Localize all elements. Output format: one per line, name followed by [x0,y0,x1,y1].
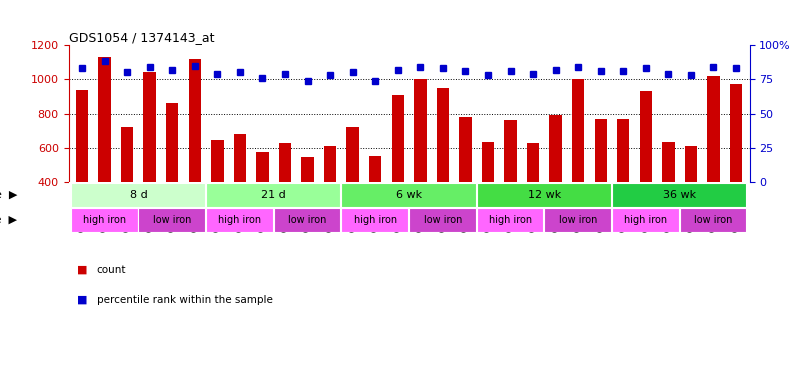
Bar [324,146,336,183]
Text: GDS1054 / 1374143_at: GDS1054 / 1374143_at [69,31,214,44]
Bar [301,157,314,183]
Bar [342,208,408,232]
Text: low iron: low iron [289,215,326,225]
Text: high iron: high iron [218,215,261,225]
Bar [505,120,517,183]
Bar [121,127,133,183]
Text: low iron: low iron [694,215,733,225]
Bar [476,208,543,232]
Bar [459,117,472,183]
Bar [617,119,629,183]
Bar [71,183,206,207]
Text: high iron: high iron [625,215,667,225]
Bar [211,140,223,183]
Text: count: count [97,265,127,275]
Bar [663,142,675,183]
Text: dose  ▶: dose ▶ [0,215,18,225]
Text: 6 wk: 6 wk [396,190,422,200]
Bar [612,208,679,232]
Bar [206,183,340,207]
Bar [76,90,88,183]
Bar [234,134,246,183]
Bar [685,146,697,183]
Text: 8 d: 8 d [130,190,147,200]
Bar [544,208,611,232]
Bar [347,127,359,183]
Text: ■: ■ [77,295,87,305]
Bar [708,76,720,183]
Text: high iron: high iron [489,215,532,225]
Bar [572,78,584,183]
Bar [527,143,539,183]
Bar [256,152,268,183]
Bar [730,84,742,183]
Bar [679,208,746,232]
Text: ■: ■ [77,265,87,275]
Bar [206,208,272,232]
Text: low iron: low iron [424,215,462,225]
Bar [437,88,449,183]
Bar [342,183,476,207]
Bar [550,115,562,183]
Bar [476,183,611,207]
Bar [98,57,110,183]
Bar [143,72,156,183]
Bar [595,119,607,183]
Text: percentile rank within the sample: percentile rank within the sample [97,295,272,305]
Text: 36 wk: 36 wk [663,190,696,200]
Bar [274,208,340,232]
Text: 21 d: 21 d [261,190,286,200]
Text: low iron: low iron [153,215,192,225]
Bar [369,156,381,183]
Text: high iron: high iron [83,215,127,225]
Bar [482,142,494,183]
Bar [139,208,206,232]
Bar [414,78,426,183]
Bar [166,103,178,183]
Text: 12 wk: 12 wk [528,190,561,200]
Text: low iron: low iron [559,215,597,225]
Bar [640,90,652,183]
Bar [392,95,404,183]
Text: age  ▶: age ▶ [0,190,18,200]
Bar [409,208,476,232]
Bar [612,183,746,207]
Text: high iron: high iron [354,215,397,225]
Bar [279,143,291,183]
Bar [189,59,201,183]
Bar [71,208,138,232]
